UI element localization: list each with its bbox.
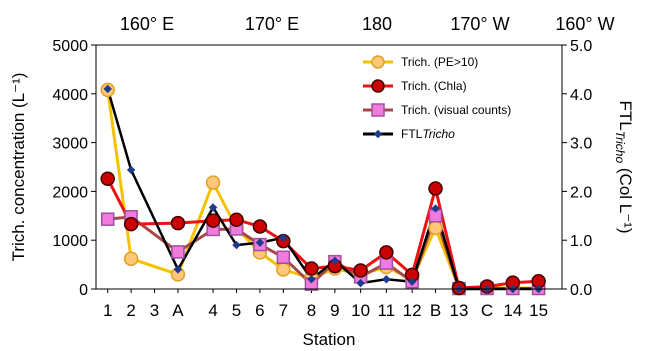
y-axis-right-title-sub: Tricho <box>613 131 627 164</box>
legend-label: Trich. (PE>10) <box>401 55 478 69</box>
x-tick-label: 6 <box>255 301 264 320</box>
x-tick-label: 12 <box>403 301 422 320</box>
series-1-point <box>379 245 394 260</box>
series-2-point <box>276 250 291 265</box>
series-0-point <box>276 262 291 277</box>
x-tick-label: A <box>172 301 184 320</box>
x-tick-label: 5 <box>232 301 241 320</box>
series-1-point <box>229 212 244 227</box>
series-1-point <box>428 181 443 196</box>
legend-swatch-marker <box>373 129 383 139</box>
x-axis-categories: 1 2 3 A 4 5 6 7 8 9 10 11 12 B 13 C 14 15 <box>103 289 548 320</box>
series-3-point <box>232 240 241 250</box>
top-axis-label: 160° W <box>555 14 614 34</box>
legend-swatch-marker <box>371 55 385 69</box>
series-1-point <box>205 213 221 228</box>
right-tick-label: 2.0 <box>570 184 592 201</box>
right-tick-label: 1.0 <box>570 233 592 250</box>
left-tick-label: 5000 <box>52 38 88 55</box>
right-tick-label: 4.0 <box>570 87 592 104</box>
left-tick-label: 2000 <box>52 184 88 201</box>
x-tick-label: 7 <box>279 301 288 320</box>
series-1-point <box>252 219 268 234</box>
legend-label: Trich. (visual counts) <box>401 103 511 117</box>
top-axis-label: 180 <box>362 14 392 34</box>
y-axis-right-title-main: FTL <box>616 100 635 130</box>
series-3-point <box>431 204 440 213</box>
series-0-point <box>428 220 443 236</box>
right-axis-ticks: 0.0 1.0 2.0 3.0 4.0 5.0 <box>562 38 592 299</box>
plot-frame <box>95 44 563 290</box>
y-axis-right-title: FTLTricho (Col L⁻¹) <box>613 100 635 233</box>
legend-label-text: Trich. (PE>10) <box>401 55 478 69</box>
series-3-point <box>407 277 417 286</box>
left-tick-label: 1000 <box>52 233 88 250</box>
left-axis-ticks: 0 1000 2000 3000 4000 5000 <box>52 38 96 299</box>
x-tick-label: 3 <box>150 301 159 320</box>
x-tick-label: 4 <box>208 301 217 320</box>
series-3-point <box>208 203 218 212</box>
series-1-point <box>353 263 368 278</box>
left-tick-label: 0 <box>79 282 88 299</box>
legend-swatch-marker <box>371 103 385 117</box>
x-tick-label: 15 <box>529 301 548 320</box>
x-tick-label: B <box>430 301 441 320</box>
legend: Trich. (PE>10) Trich. (Chla) Trich. (visua… <box>363 55 511 141</box>
x-tick-label: 11 <box>378 301 396 320</box>
right-tick-label: 0.0 <box>570 282 592 299</box>
series-1-point <box>304 261 319 276</box>
top-axis-label: 170° W <box>450 14 509 34</box>
legend-label-text: FTL <box>401 127 423 141</box>
top-axis-label: 170° E <box>245 14 299 34</box>
top-axis-label: 160° E <box>120 14 174 34</box>
legend-label-italic: Tricho <box>422 127 455 141</box>
series-3-point <box>279 233 288 242</box>
right-tick-label: 5.0 <box>570 38 592 55</box>
legend-label: FTLTricho <box>401 127 455 141</box>
series-3-point <box>356 278 365 288</box>
y-axis-right-title-unit: (Col L⁻¹) <box>616 163 635 233</box>
legend-label-text: Trich. (visual counts) <box>401 103 511 117</box>
series-0-point <box>123 251 139 266</box>
legend-label: Trich. (Chla) <box>401 79 467 93</box>
series-3-point <box>330 256 340 265</box>
series-0-point <box>205 175 221 190</box>
series-1-point <box>100 171 115 186</box>
top-axis-labels: 160° E 170° E 180 170° W 160° W <box>120 14 615 34</box>
y-axis-left-title: Trich. concentration (L⁻¹) <box>9 73 28 262</box>
series-2-point <box>100 212 115 226</box>
x-tick-label: 1 <box>103 301 112 320</box>
series-1-point <box>123 216 139 232</box>
legend-swatch-marker <box>371 79 385 93</box>
series-3-point <box>382 275 391 284</box>
series-2-point <box>171 245 185 259</box>
right-tick-label: 3.0 <box>570 136 592 153</box>
x-tick-label: 13 <box>450 301 469 320</box>
series-3-point <box>126 165 136 175</box>
series-3-point <box>307 275 316 284</box>
series-line-3 <box>106 88 539 291</box>
series-3-point <box>255 238 265 247</box>
x-axis-title: Station <box>303 330 356 349</box>
x-tick-label: 14 <box>503 301 522 320</box>
x-tick-label: 10 <box>351 301 370 320</box>
series-3-point <box>103 84 112 94</box>
left-tick-label: 4000 <box>52 87 88 104</box>
series-3-point <box>173 265 183 274</box>
legend-label-text: Trich. (Chla) <box>401 79 467 93</box>
x-tick-label: 8 <box>307 301 316 320</box>
x-tick-label: 9 <box>330 301 339 320</box>
left-tick-label: 3000 <box>52 136 88 153</box>
x-tick-label: C <box>481 301 493 320</box>
x-tick-label: 2 <box>126 301 135 320</box>
series-1-point <box>170 215 186 231</box>
